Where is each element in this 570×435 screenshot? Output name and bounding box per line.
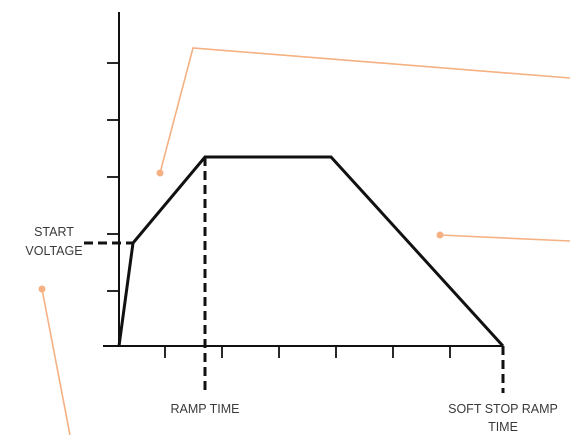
- callout-lines: [38, 47, 570, 435]
- soft-stop-label-line2: TIME: [488, 420, 518, 434]
- start-voltage-label-line2: VOLTAGE: [25, 244, 82, 258]
- callout-soft-stop-leader: [439, 234, 570, 242]
- callout-ramp-up-dot: [156, 169, 164, 177]
- voltage-profile-line: [117, 155, 505, 348]
- ramp-time-label: RAMP TIME: [171, 402, 240, 416]
- callout-ramp-up-leader: [159, 47, 570, 174]
- x-axis-ticks: [164, 346, 451, 358]
- callout-start-voltage-leader: [41, 288, 71, 435]
- y-axis-ticks: [107, 62, 119, 292]
- soft-stop-label-line1: SOFT STOP RAMP: [448, 402, 558, 416]
- dashed-reference-lines: [84, 157, 505, 393]
- axes: [103, 12, 503, 347]
- start-voltage-label-line1: START: [34, 225, 74, 239]
- callout-soft-stop-dot: [436, 231, 444, 239]
- labels: START VOLTAGE RAMP TIME SOFT STOP RAMP T…: [25, 225, 557, 434]
- callout-start-voltage-dot: [38, 285, 46, 293]
